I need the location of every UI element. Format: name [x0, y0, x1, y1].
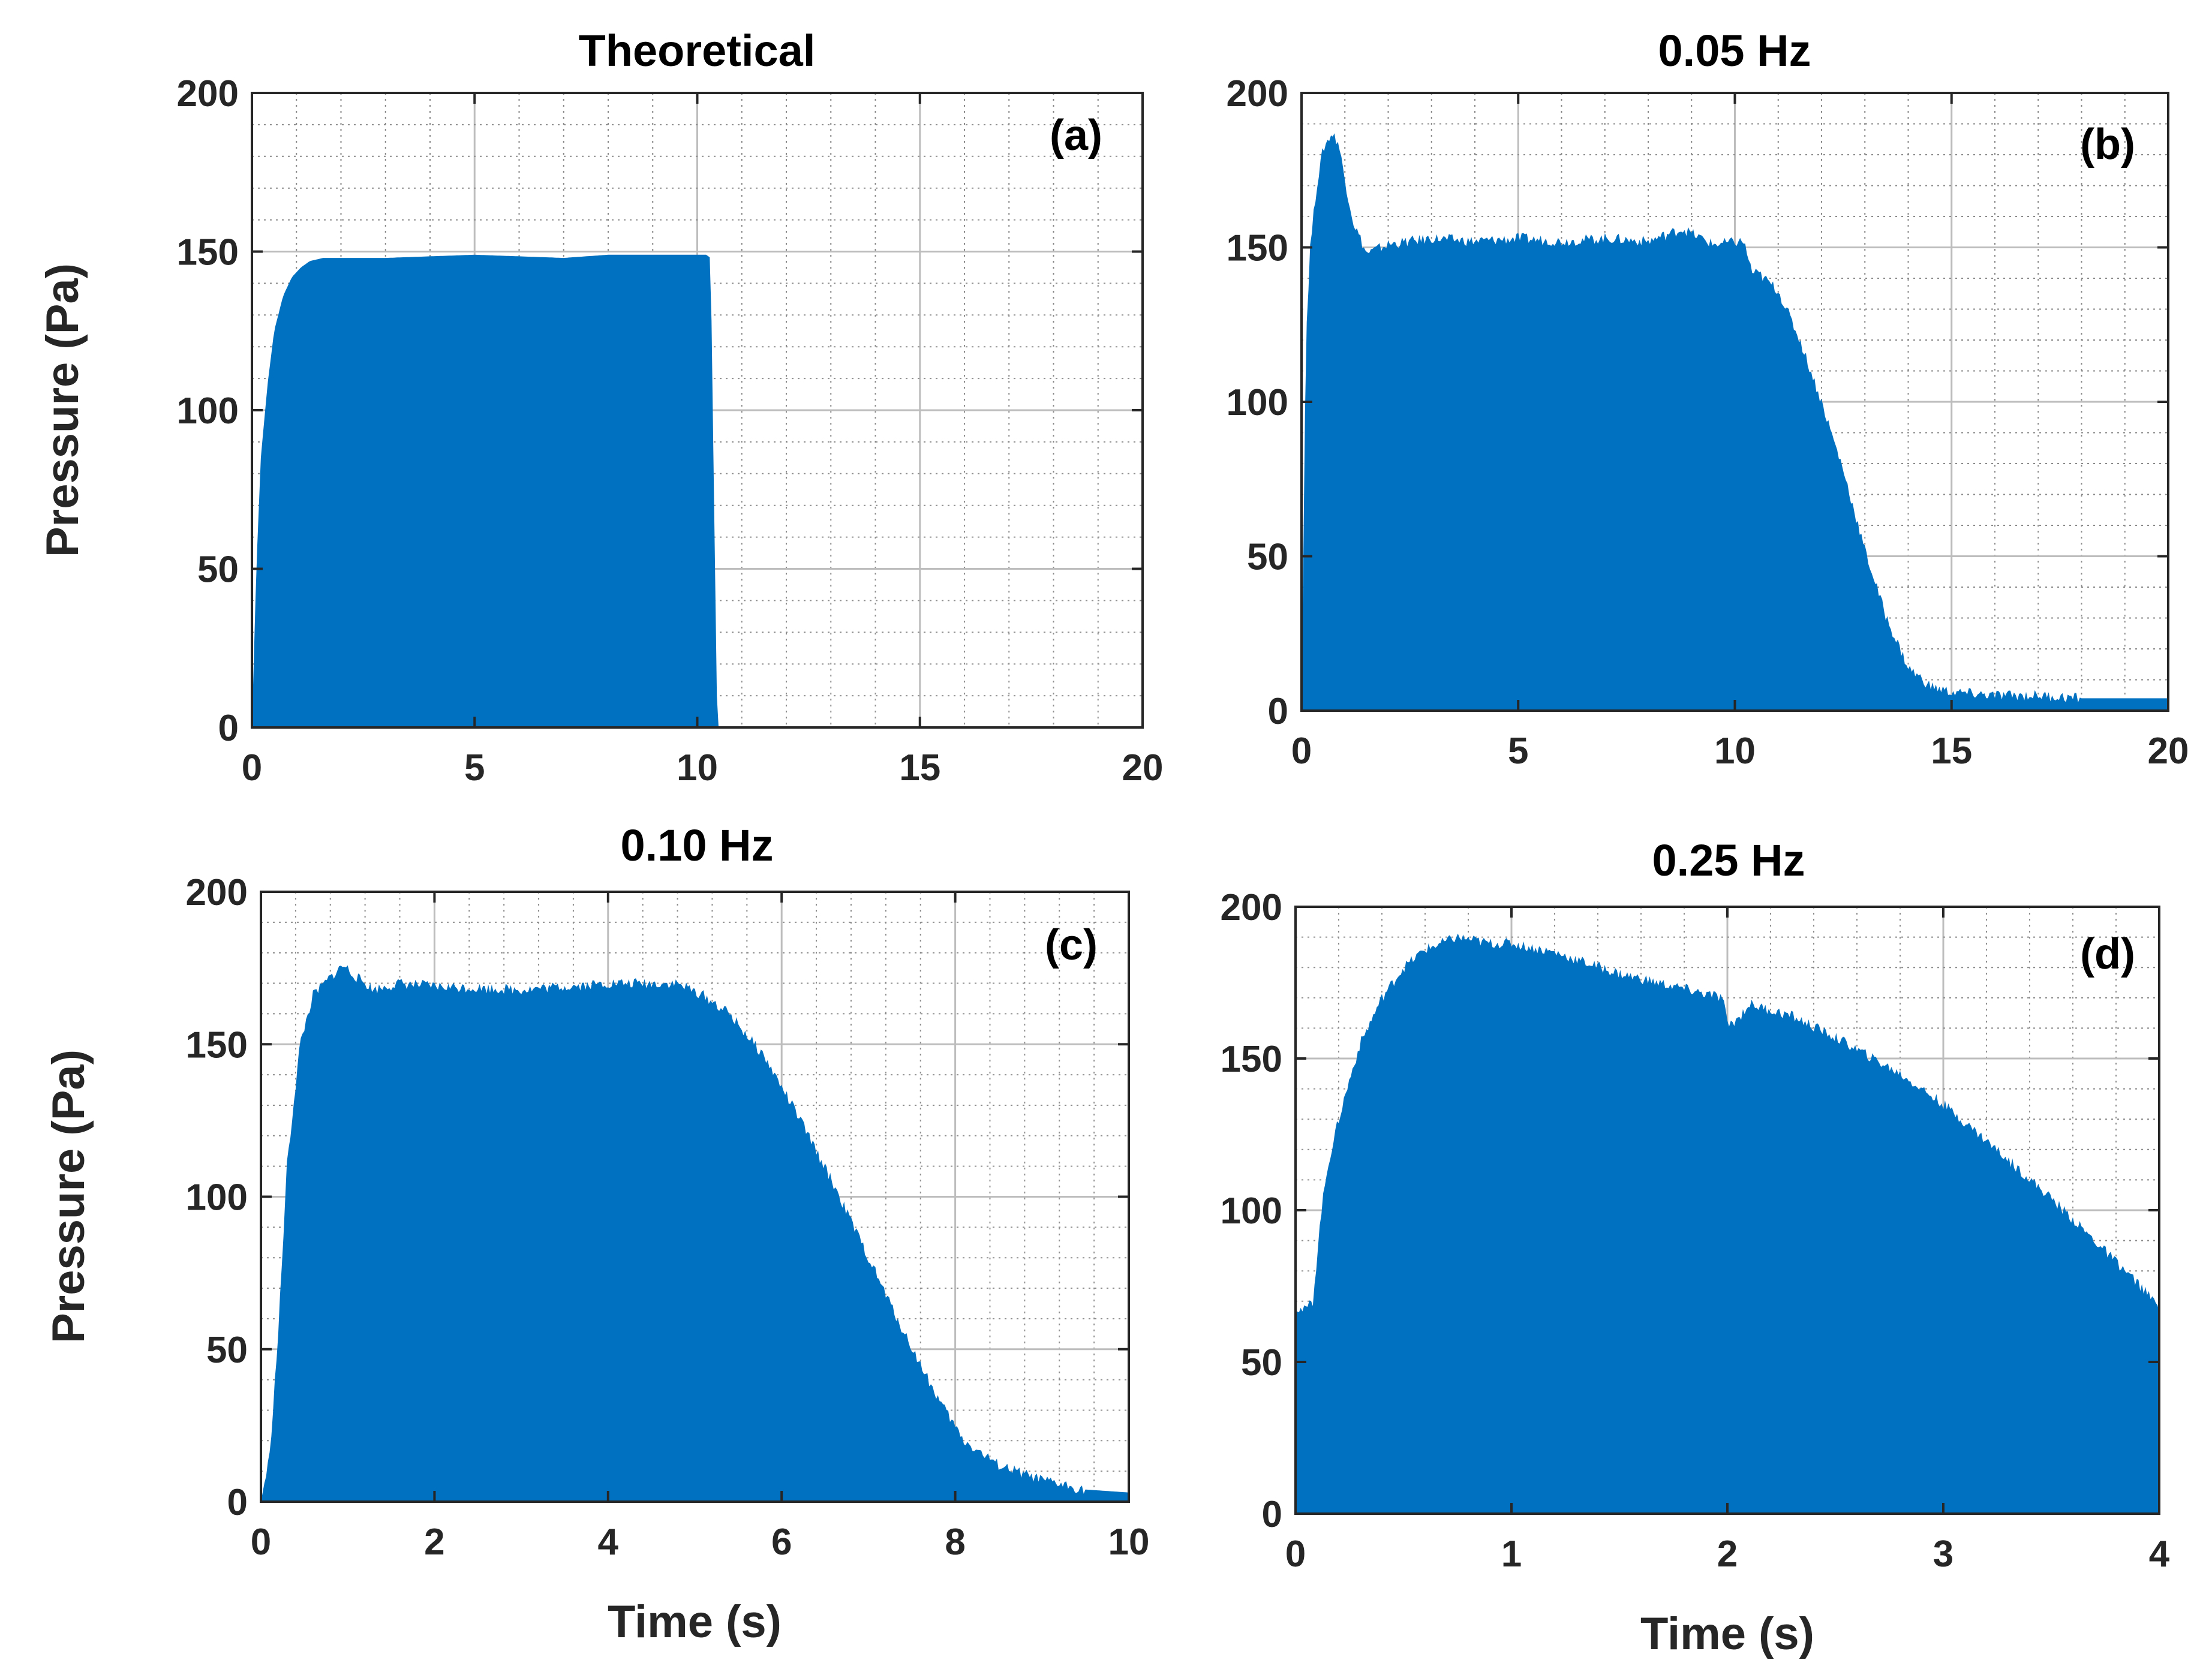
- panel-b-title: 0.05 Hz: [1658, 26, 1811, 76]
- x-tick-label: 15: [899, 747, 940, 789]
- x-tick-label: 10: [1108, 1521, 1150, 1563]
- y-tick-label: 100: [1227, 382, 1288, 423]
- y-tick-label: 100: [186, 1177, 248, 1219]
- panel-d-label: (d): [2080, 930, 2135, 978]
- y-tick-label: 50: [1241, 1342, 1282, 1384]
- y-tick-label: 200: [177, 73, 239, 115]
- y-tick-label: 200: [186, 872, 248, 913]
- x-tick-label: 0: [242, 747, 262, 789]
- y-tick-label: 0: [227, 1482, 248, 1523]
- x-tick-label: 0: [1291, 730, 1312, 772]
- y-tick-label: 100: [177, 390, 239, 432]
- y-tick-label: 0: [1268, 691, 1288, 732]
- x-tick-label: 0: [1285, 1533, 1306, 1575]
- panel-a-ylabel: Pressure (Pa): [37, 263, 88, 557]
- panel-a-pressure-area: [252, 254, 1143, 727]
- y-tick-label: 150: [1227, 228, 1288, 269]
- x-tick-label: 6: [771, 1521, 792, 1563]
- panel-b-pressure-area: [1302, 133, 2168, 711]
- panel-a-title: Theoretical: [579, 26, 816, 76]
- x-tick-label: 5: [1508, 730, 1528, 772]
- y-tick-label: 100: [1221, 1190, 1282, 1232]
- x-tick-label: 0: [251, 1521, 271, 1563]
- x-tick-label: 20: [1122, 747, 1164, 789]
- panel-a-label: (a): [1050, 112, 1102, 160]
- x-tick-label: 5: [464, 747, 485, 789]
- panel-d-pressure-area: [1296, 933, 2159, 1514]
- y-tick-label: 200: [1227, 73, 1288, 115]
- y-tick-label: 0: [1262, 1494, 1282, 1535]
- x-tick-label: 2: [1717, 1533, 1738, 1575]
- y-tick-label: 150: [186, 1024, 248, 1066]
- panel-c-xlabel: Time (s): [608, 1596, 782, 1647]
- y-tick-label: 0: [218, 708, 239, 749]
- x-tick-label: 1: [1501, 1533, 1522, 1575]
- y-tick-label: 150: [177, 232, 239, 273]
- y-tick-label: 50: [1247, 537, 1288, 578]
- x-tick-label: 3: [1933, 1533, 1953, 1575]
- x-tick-label: 4: [598, 1521, 619, 1563]
- panel-c-ylabel: Pressure (Pa): [43, 1049, 94, 1343]
- x-tick-label: 2: [424, 1521, 444, 1563]
- x-tick-label: 10: [677, 747, 718, 789]
- panel-d-title: 0.25 Hz: [1652, 835, 1805, 885]
- panel-d: 0.25 Hz 0 1 2 3 4 0 50 100 150 200 (d) Time (s): [1221, 835, 2170, 1659]
- y-tick-label: 50: [206, 1330, 248, 1371]
- panel-b-label: (b): [2080, 121, 2135, 169]
- panel-c-label: (c): [1045, 921, 1098, 969]
- panel-c-pressure-area: [261, 965, 1129, 1502]
- panel-d-xlabel: Time (s): [1640, 1608, 1814, 1659]
- x-tick-label: 15: [1931, 730, 1972, 772]
- x-tick-label: 10: [1714, 730, 1756, 772]
- x-tick-label: 4: [2149, 1533, 2170, 1575]
- panel-c-title: 0.10 Hz: [620, 820, 773, 870]
- x-tick-label: 8: [945, 1521, 965, 1563]
- panel-d-ticks: 0 1 2 3 4 0 50 100 150 200: [1221, 887, 2170, 1575]
- y-tick-label: 150: [1221, 1039, 1282, 1080]
- y-tick-label: 200: [1221, 887, 1282, 928]
- x-tick-label: 20: [2148, 730, 2189, 772]
- y-tick-label: 50: [197, 549, 239, 591]
